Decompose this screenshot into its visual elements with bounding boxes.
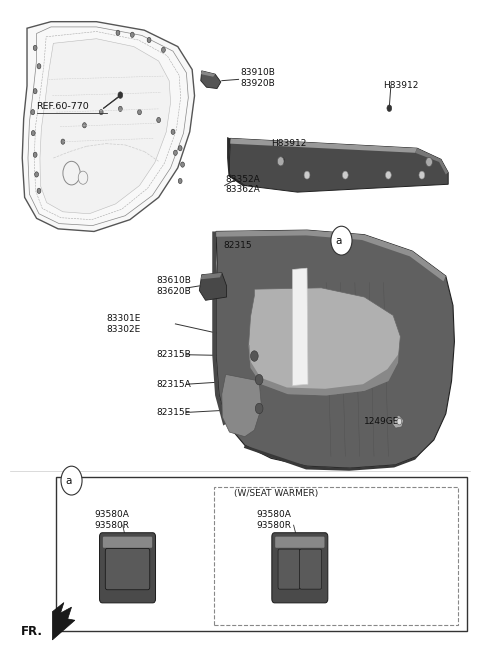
Polygon shape: [222, 374, 262, 437]
Circle shape: [33, 45, 37, 51]
Circle shape: [171, 129, 175, 135]
Polygon shape: [22, 22, 194, 231]
Polygon shape: [216, 230, 446, 281]
Text: 93580A
93580R: 93580A 93580R: [94, 510, 129, 530]
Text: H83912: H83912: [271, 139, 307, 148]
Polygon shape: [293, 268, 308, 386]
Circle shape: [35, 172, 38, 177]
Circle shape: [31, 110, 35, 115]
Text: (W/SEAT WARMER): (W/SEAT WARMER): [234, 489, 319, 498]
FancyBboxPatch shape: [99, 533, 156, 603]
Circle shape: [331, 226, 352, 255]
Text: a: a: [335, 236, 341, 246]
Circle shape: [61, 466, 82, 495]
Circle shape: [419, 171, 425, 179]
FancyBboxPatch shape: [272, 533, 328, 603]
Circle shape: [385, 171, 391, 179]
Text: 93580A
93580R: 93580A 93580R: [257, 510, 292, 530]
Polygon shape: [227, 137, 245, 187]
Polygon shape: [199, 273, 227, 300]
Circle shape: [99, 110, 103, 115]
Polygon shape: [229, 139, 417, 153]
Circle shape: [173, 150, 177, 156]
Text: REF.60-770: REF.60-770: [36, 102, 89, 112]
Text: 82315A: 82315A: [156, 380, 191, 389]
Circle shape: [178, 178, 182, 183]
Circle shape: [180, 162, 184, 168]
Circle shape: [37, 188, 41, 193]
Circle shape: [31, 131, 35, 136]
Polygon shape: [201, 273, 222, 279]
Polygon shape: [249, 345, 398, 396]
Circle shape: [280, 158, 285, 164]
Text: 82315: 82315: [223, 240, 252, 250]
Polygon shape: [40, 39, 170, 214]
Text: a: a: [65, 476, 72, 486]
Text: 83910B
83920B: 83910B 83920B: [240, 68, 275, 88]
FancyBboxPatch shape: [300, 549, 322, 589]
Circle shape: [147, 37, 151, 43]
Text: H83912: H83912: [384, 81, 419, 91]
Polygon shape: [249, 288, 400, 396]
Polygon shape: [52, 602, 75, 640]
FancyBboxPatch shape: [105, 549, 150, 590]
Polygon shape: [415, 148, 448, 174]
Polygon shape: [201, 71, 215, 77]
Circle shape: [118, 92, 123, 99]
Polygon shape: [216, 230, 455, 468]
Text: 83610B
83620B: 83610B 83620B: [156, 276, 191, 296]
Circle shape: [131, 32, 134, 37]
Text: FR.: FR.: [21, 625, 43, 638]
FancyBboxPatch shape: [278, 549, 300, 589]
Circle shape: [255, 403, 263, 414]
Circle shape: [78, 171, 88, 184]
Circle shape: [37, 64, 41, 69]
Circle shape: [255, 374, 263, 385]
Circle shape: [61, 139, 65, 145]
Text: 83352A
83362A: 83352A 83362A: [226, 175, 260, 194]
Circle shape: [342, 171, 348, 179]
Circle shape: [33, 152, 37, 158]
Circle shape: [83, 123, 86, 128]
Text: 82315E: 82315E: [156, 408, 191, 417]
Circle shape: [138, 110, 142, 115]
Circle shape: [157, 118, 160, 123]
Circle shape: [119, 106, 122, 112]
Text: 83301E
83302E: 83301E 83302E: [106, 314, 140, 334]
Polygon shape: [392, 415, 404, 428]
Text: 82315B: 82315B: [156, 350, 191, 359]
Circle shape: [251, 351, 258, 361]
FancyBboxPatch shape: [275, 537, 324, 548]
Circle shape: [277, 157, 284, 166]
FancyBboxPatch shape: [103, 537, 152, 548]
Circle shape: [63, 162, 80, 185]
Circle shape: [116, 30, 120, 35]
Text: 1249GE: 1249GE: [364, 417, 400, 426]
Circle shape: [426, 158, 432, 167]
Circle shape: [161, 47, 165, 53]
Circle shape: [33, 89, 37, 94]
Circle shape: [178, 146, 182, 151]
Circle shape: [387, 105, 392, 112]
Polygon shape: [212, 231, 227, 426]
Polygon shape: [229, 139, 448, 192]
Polygon shape: [244, 440, 434, 471]
Polygon shape: [201, 71, 221, 89]
FancyBboxPatch shape: [56, 478, 468, 631]
Circle shape: [304, 171, 310, 179]
Circle shape: [397, 419, 402, 425]
